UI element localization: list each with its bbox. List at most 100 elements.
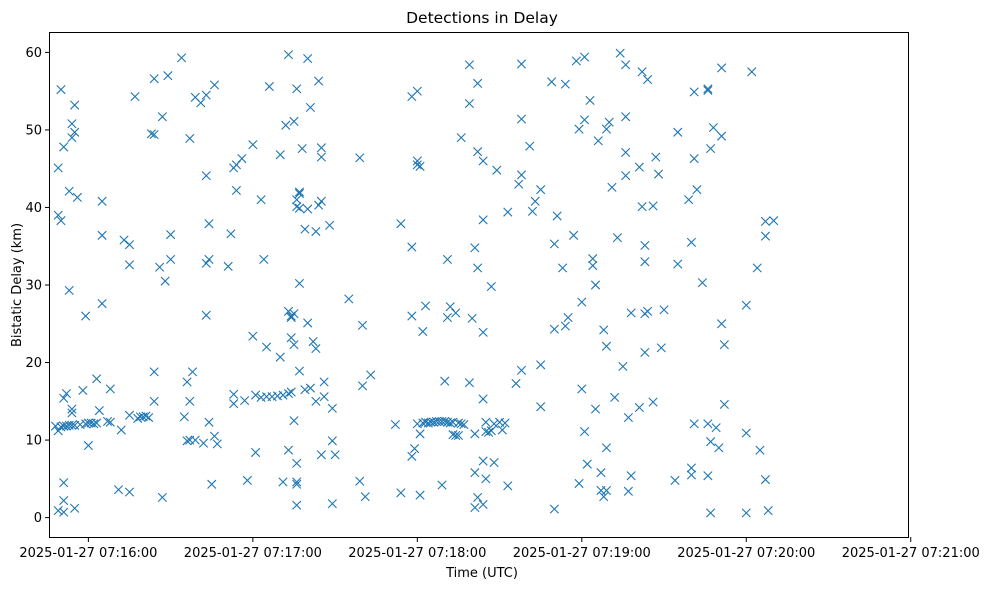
data-point bbox=[182, 436, 192, 446]
data-point bbox=[157, 112, 167, 122]
data-point bbox=[133, 413, 143, 423]
data-point bbox=[481, 417, 491, 427]
data-point bbox=[67, 404, 77, 414]
data-point bbox=[89, 419, 99, 429]
data-point bbox=[204, 254, 214, 265]
data-point bbox=[568, 230, 579, 240]
data-point bbox=[478, 327, 488, 337]
data-point bbox=[327, 403, 337, 413]
data-point bbox=[599, 492, 609, 502]
data-point bbox=[459, 419, 469, 430]
data-point bbox=[437, 480, 447, 490]
y-tick-label: 0 bbox=[34, 511, 42, 526]
data-point bbox=[689, 154, 699, 164]
data-point bbox=[574, 124, 584, 134]
data-point bbox=[229, 389, 239, 399]
data-point bbox=[275, 352, 285, 362]
data-point bbox=[711, 423, 721, 433]
data-point bbox=[327, 436, 337, 446]
data-point bbox=[536, 360, 546, 370]
data-point bbox=[297, 143, 307, 154]
data-point bbox=[470, 502, 480, 513]
data-point bbox=[621, 147, 631, 157]
data-point bbox=[478, 156, 488, 166]
data-point bbox=[481, 474, 491, 484]
data-point bbox=[179, 412, 189, 422]
data-point bbox=[316, 152, 326, 162]
data-point bbox=[105, 384, 115, 394]
data-point bbox=[451, 430, 461, 441]
data-point bbox=[283, 306, 294, 316]
data-point bbox=[360, 492, 370, 502]
data-point bbox=[185, 133, 195, 144]
data-point bbox=[536, 402, 546, 412]
data-point bbox=[420, 301, 431, 311]
data-point bbox=[703, 85, 713, 95]
plot-area bbox=[49, 32, 909, 538]
data-point bbox=[552, 211, 562, 221]
data-point bbox=[634, 162, 644, 172]
data-point bbox=[601, 443, 612, 453]
data-point bbox=[292, 84, 302, 94]
data-point bbox=[659, 305, 669, 315]
data-point bbox=[706, 508, 716, 518]
data-point bbox=[261, 342, 272, 352]
data-point bbox=[366, 370, 376, 380]
data-point bbox=[516, 59, 527, 69]
data-point bbox=[536, 185, 546, 195]
data-point bbox=[278, 390, 288, 400]
data-point bbox=[451, 308, 461, 318]
data-point bbox=[549, 239, 559, 249]
data-point bbox=[286, 333, 296, 343]
data-point bbox=[308, 337, 318, 347]
data-point bbox=[201, 258, 211, 268]
data-point bbox=[703, 471, 713, 481]
data-point bbox=[755, 445, 765, 455]
data-point bbox=[289, 116, 299, 126]
data-point bbox=[634, 402, 644, 413]
data-point bbox=[70, 503, 80, 513]
data-point bbox=[97, 196, 107, 206]
data-point bbox=[747, 67, 757, 77]
data-point bbox=[305, 102, 316, 113]
data-point bbox=[292, 500, 302, 510]
data-point bbox=[166, 230, 176, 240]
data-point bbox=[453, 430, 464, 441]
data-point bbox=[689, 419, 699, 429]
data-point bbox=[64, 186, 74, 196]
data-point bbox=[642, 306, 653, 316]
data-point bbox=[442, 254, 453, 265]
data-point bbox=[56, 216, 66, 226]
data-point bbox=[670, 475, 680, 485]
x-tick-label: 2025-01-27 07:21:00 bbox=[842, 546, 980, 561]
data-point bbox=[497, 425, 507, 435]
data-point bbox=[440, 416, 450, 427]
data-point bbox=[442, 312, 453, 323]
data-point bbox=[492, 165, 502, 175]
data-point bbox=[453, 418, 464, 428]
data-point bbox=[478, 215, 488, 225]
data-point bbox=[259, 254, 269, 265]
data-point bbox=[149, 367, 159, 377]
data-point bbox=[601, 341, 612, 351]
data-point bbox=[237, 154, 247, 164]
data-point bbox=[415, 490, 425, 500]
data-point bbox=[190, 435, 200, 445]
data-point bbox=[626, 471, 636, 481]
data-point bbox=[59, 478, 69, 488]
data-point bbox=[648, 201, 658, 211]
data-point bbox=[407, 451, 417, 461]
data-point bbox=[209, 80, 220, 90]
data-point bbox=[503, 481, 513, 491]
data-point bbox=[56, 85, 66, 95]
data-point bbox=[503, 207, 513, 217]
data-point bbox=[303, 318, 313, 328]
data-point bbox=[283, 50, 294, 60]
data-point bbox=[97, 299, 107, 309]
data-point bbox=[607, 182, 617, 192]
data-point bbox=[717, 319, 727, 329]
data-point bbox=[637, 202, 647, 212]
data-point bbox=[176, 53, 187, 63]
data-point bbox=[445, 418, 455, 428]
data-point bbox=[703, 419, 713, 429]
